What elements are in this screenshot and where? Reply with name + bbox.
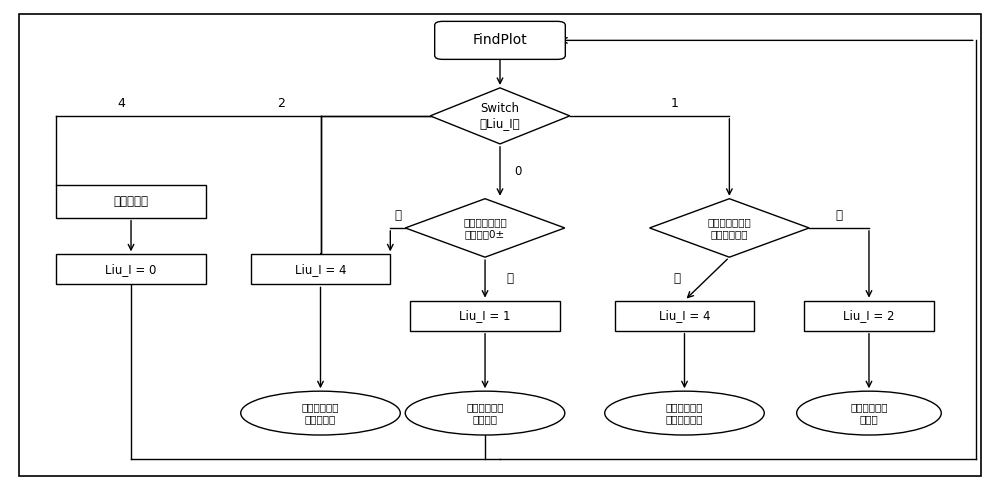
- Polygon shape: [650, 199, 809, 257]
- Ellipse shape: [605, 391, 764, 435]
- Ellipse shape: [405, 391, 565, 435]
- Ellipse shape: [797, 391, 941, 435]
- Bar: [410, 300, 560, 331]
- Text: FindPlot: FindPlot: [473, 33, 527, 48]
- Text: 当前毛刺点数小
于后一段点数: 当前毛刺点数小 于后一段点数: [707, 217, 751, 239]
- Text: Liu_I = 0: Liu_I = 0: [105, 263, 157, 276]
- Polygon shape: [430, 88, 570, 144]
- Text: Liu_I = 1: Liu_I = 1: [459, 309, 511, 322]
- Text: 将当前点前一
个点输出: 将当前点前一 个点输出: [466, 402, 504, 424]
- Text: 0: 0: [514, 165, 522, 178]
- Text: Liu_I = 4: Liu_I = 4: [659, 309, 710, 322]
- Bar: [56, 185, 206, 218]
- Text: 否: 否: [836, 209, 843, 222]
- Ellipse shape: [241, 391, 400, 435]
- Text: 将毛刺和前后
两点相加输出: 将毛刺和前后 两点相加输出: [666, 402, 703, 424]
- Text: Liu_I = 4: Liu_I = 4: [295, 263, 346, 276]
- Text: 1: 1: [671, 97, 678, 110]
- Text: 将毛刺前一个
点输出: 将毛刺前一个 点输出: [850, 402, 888, 424]
- Text: 是: 是: [506, 272, 513, 285]
- Bar: [615, 300, 754, 331]
- Text: 存储当前点: 存储当前点: [114, 195, 149, 208]
- Text: 是: 是: [674, 272, 681, 285]
- Text: Liu_I = 2: Liu_I = 2: [843, 309, 895, 322]
- Text: 2: 2: [277, 97, 285, 110]
- Text: 将毛刺和后两
点相加输出: 将毛刺和后两 点相加输出: [302, 402, 339, 424]
- FancyBboxPatch shape: [435, 22, 565, 59]
- Text: Switch
（Liu_I）: Switch （Liu_I）: [480, 102, 520, 130]
- Text: 否: 否: [394, 209, 401, 222]
- Polygon shape: [405, 199, 565, 257]
- Bar: [56, 254, 206, 285]
- Bar: [804, 300, 934, 331]
- Text: 点数小于阈值且
状态不为0±: 点数小于阈值且 状态不为0±: [463, 217, 507, 239]
- Bar: [251, 254, 390, 285]
- Text: 4: 4: [117, 97, 125, 110]
